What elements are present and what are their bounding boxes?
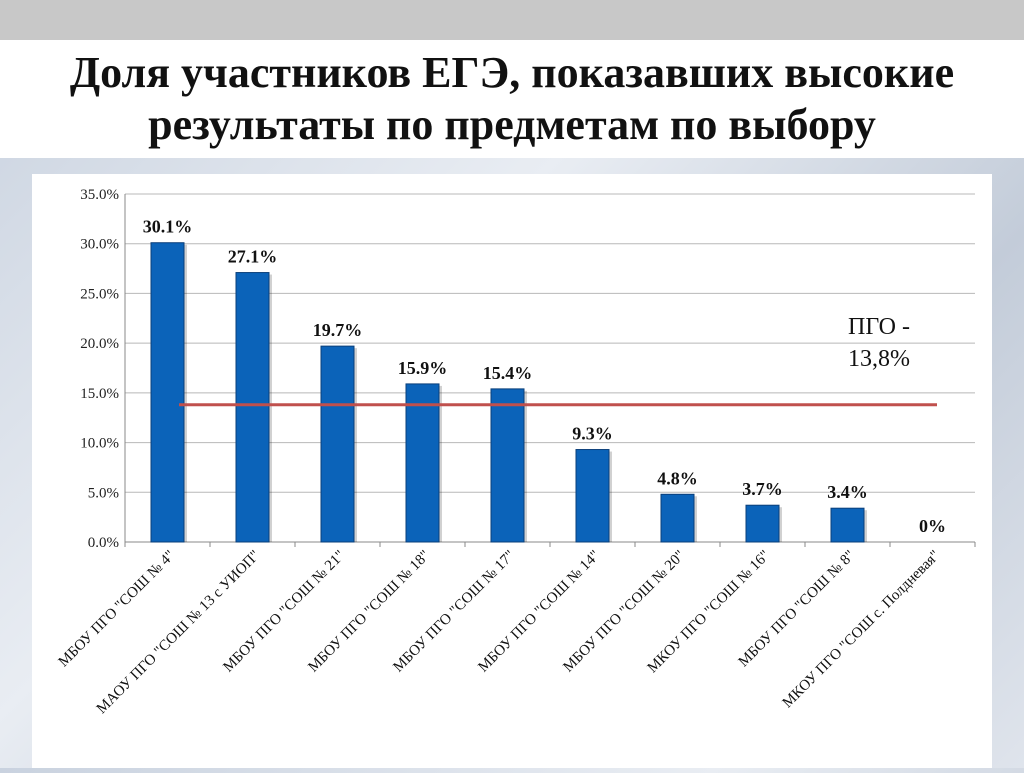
y-tick-label: 5.0%	[88, 485, 119, 501]
chart-card: 0.0% 5.0% 10.0% 15.0% 20.0% 25.0% 30.0% 35.0% 30…	[32, 174, 992, 768]
bar	[235, 272, 270, 543]
y-tick-label: 30.0%	[80, 237, 119, 253]
bar	[150, 242, 185, 543]
data-label: 3.7%	[742, 479, 783, 499]
data-label: 3.4%	[827, 482, 868, 502]
y-tick-label: 20.0%	[80, 336, 119, 352]
bar	[405, 383, 440, 543]
reference-label-line1: ПГО -	[848, 314, 910, 340]
data-label: 4.8%	[657, 468, 698, 488]
y-tick-label: 25.0%	[80, 286, 119, 302]
bar-chart: 0.0% 5.0% 10.0% 15.0% 20.0% 25.0% 30.0% 35.0% 30…	[56, 187, 976, 718]
bar	[575, 449, 610, 543]
data-label: 19.7%	[313, 320, 363, 340]
bar	[490, 388, 525, 543]
bar	[745, 504, 780, 543]
data-label: 15.4%	[483, 363, 533, 383]
top-band	[0, 0, 1024, 40]
y-tick-label: 10.0%	[80, 436, 119, 452]
data-label: 9.3%	[572, 424, 613, 444]
data-label: 30.1%	[143, 217, 193, 237]
category-label: МКОУ ПГО "СОШ с. Полдневая"	[780, 548, 944, 712]
bar	[320, 345, 355, 543]
reference-label-line2: 13,8%	[848, 346, 910, 372]
y-tick-label: 15.0%	[80, 386, 119, 402]
data-label: 27.1%	[228, 247, 278, 267]
data-label: 15.9%	[398, 358, 448, 378]
bar	[660, 493, 695, 543]
category-label: МАОУ ПГО "СОШ № 13 с УИОП"	[94, 548, 264, 718]
slide-title: Доля участников ЕГЭ, показавших высокие …	[69, 48, 955, 149]
y-tick-label: 35.0%	[80, 187, 119, 203]
y-tick-label: 0.0%	[88, 535, 119, 551]
bar	[830, 507, 865, 543]
title-area: Доля участников ЕГЭ, показавших высокие …	[0, 40, 1024, 158]
data-label: 0%	[919, 516, 946, 536]
